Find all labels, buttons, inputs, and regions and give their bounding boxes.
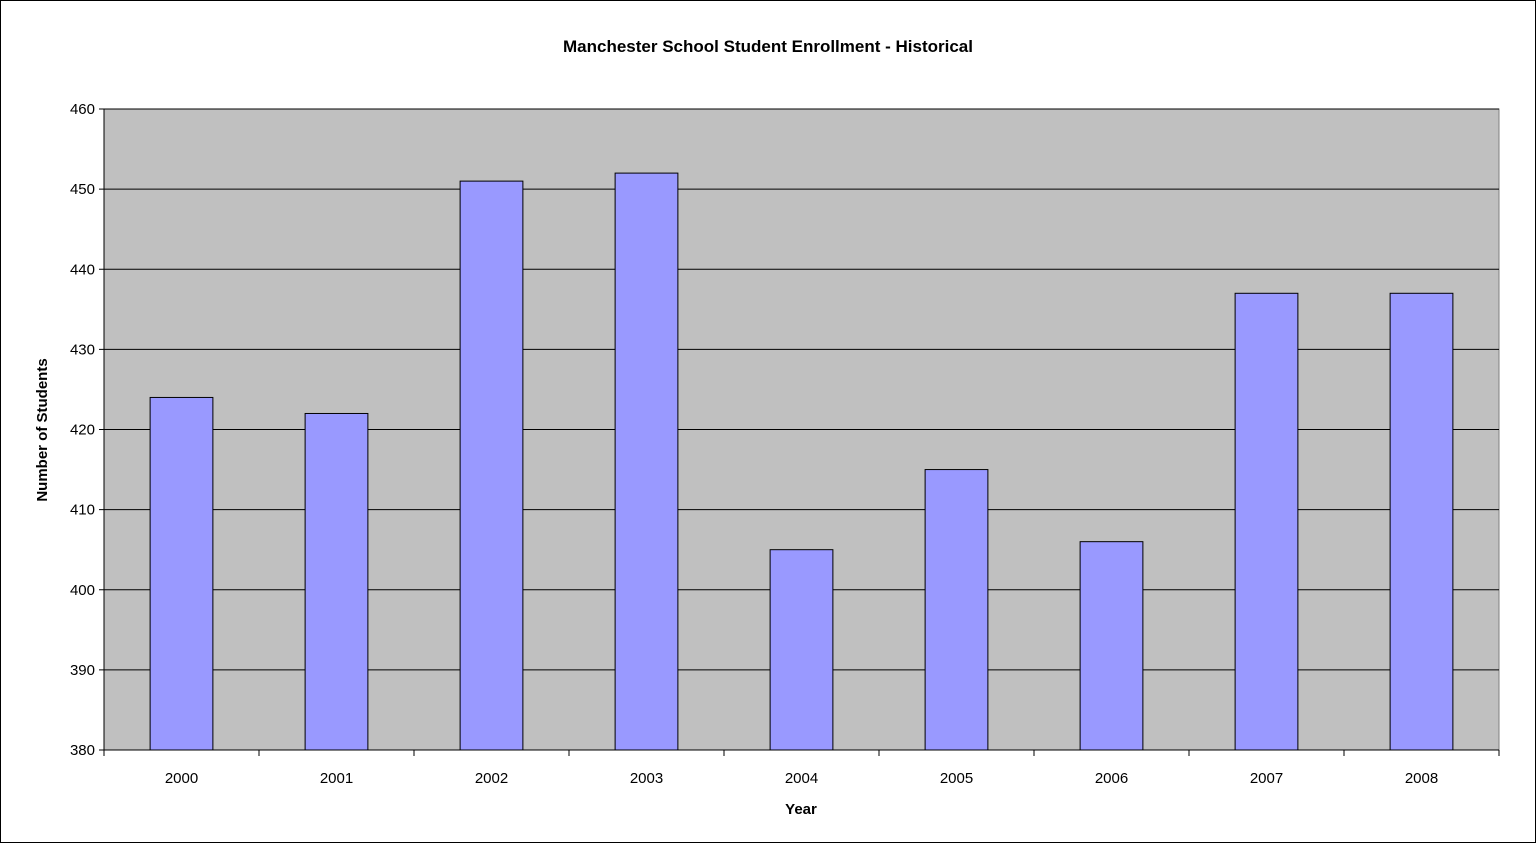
bars <box>149 172 1454 751</box>
x-tick-label: 2008 <box>1405 770 1438 787</box>
x-tick-label: 2005 <box>940 770 973 787</box>
y-axis-title: Number of Students <box>34 358 51 501</box>
bar-2005 <box>924 469 989 751</box>
y-tick-label: 380 <box>70 742 95 759</box>
bar-2006 <box>1079 541 1144 751</box>
y-tick-label: 400 <box>70 582 95 599</box>
x-tick-label: 2006 <box>1095 770 1128 787</box>
x-axis-title: Year <box>785 801 817 818</box>
x-tick-label: 2001 <box>320 770 353 787</box>
bar-2003 <box>614 172 679 751</box>
y-tick-label: 390 <box>70 662 95 679</box>
y-tick-label: 440 <box>70 261 95 278</box>
y-tick-label: 430 <box>70 341 95 358</box>
bar-2002 <box>459 180 524 751</box>
y-tick-label: 410 <box>70 502 95 519</box>
x-tick-label: 2002 <box>475 770 508 787</box>
y-tick-label: 420 <box>70 422 95 439</box>
bar-2000 <box>149 396 214 751</box>
bar-2007 <box>1234 292 1299 751</box>
x-axis-ticks: 2000 2001 2002 2003 2004 2005 2006 2007 2008 <box>103 750 1500 787</box>
y-axis-ticks: 380 390 400 410 420 430 440 450 460 <box>70 101 104 759</box>
chart-title: Manchester School Student Enrollment - H… <box>563 37 973 56</box>
x-tick-label: 2003 <box>630 770 663 787</box>
y-tick-label: 450 <box>70 181 95 198</box>
bar-2008 <box>1389 292 1454 751</box>
y-tick-label: 460 <box>70 101 95 118</box>
x-tick-label: 2007 <box>1250 770 1283 787</box>
bar-2004 <box>769 549 834 751</box>
bar-2001 <box>304 412 369 751</box>
x-tick-label: 2000 <box>165 770 198 787</box>
x-tick-label: 2004 <box>785 770 818 787</box>
